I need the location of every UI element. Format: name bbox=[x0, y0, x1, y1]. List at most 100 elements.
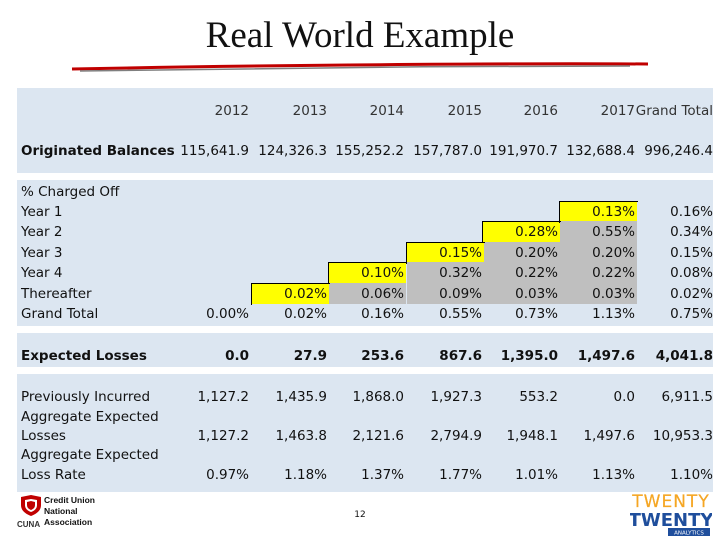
shaded-cell bbox=[560, 283, 637, 304]
tt-line3: ANALYTICS bbox=[674, 531, 704, 537]
charged-off-value: 0.00% bbox=[206, 306, 249, 322]
twenty-twenty-logo: TWENTY TWENTY ANALYTICS bbox=[630, 492, 712, 537]
aggregate-rate-value: 1.18% bbox=[284, 467, 327, 483]
aggregate-rate-value: 1.77% bbox=[439, 467, 482, 483]
aggregate-rate-value: 1.37% bbox=[361, 467, 404, 483]
originated-value: 155,252.2 bbox=[335, 143, 404, 159]
page-number: 12 bbox=[354, 510, 366, 520]
aggregate-losses-value: 2,121.6 bbox=[352, 428, 404, 444]
diagonal-highlight-cell bbox=[329, 262, 406, 283]
originated-value: 996,246.4 bbox=[644, 143, 713, 159]
cuna-line1: Credit Union bbox=[44, 495, 95, 505]
charged-off-value: 0.20% bbox=[592, 245, 635, 261]
previously-incurred-value: 0.0 bbox=[613, 389, 635, 405]
expected-losses-value: 253.6 bbox=[361, 348, 404, 364]
shaded-cell bbox=[483, 262, 560, 283]
originated-balances-label: Originated Balances bbox=[21, 143, 175, 159]
previously-incurred-value: 6,911.5 bbox=[661, 389, 713, 405]
aggregate-losses-value: 1,463.8 bbox=[275, 428, 327, 444]
expected-losses-value: 4,041.8 bbox=[655, 348, 713, 364]
year-header-5: 2017 bbox=[600, 103, 635, 119]
shaded-cell bbox=[560, 262, 637, 283]
shaded-cell bbox=[483, 242, 560, 263]
charged-off-row-label: Year 1 bbox=[21, 204, 63, 220]
charged-off-value: 0.02% bbox=[284, 286, 327, 302]
diagonal-highlight-cell bbox=[483, 221, 560, 242]
charged-off-value: 0.32% bbox=[439, 265, 482, 281]
cuna-line3: Association bbox=[44, 517, 92, 527]
charged-off-value: 0.34% bbox=[670, 224, 713, 240]
year-header-0: 2012 bbox=[214, 103, 249, 119]
originated-value: 157,787.0 bbox=[413, 143, 482, 159]
aggregate-losses-value: 10,953.3 bbox=[652, 428, 713, 444]
charged-off-value: 0.55% bbox=[439, 306, 482, 322]
cuna-line2: National bbox=[44, 506, 78, 516]
aggregate-rate-value: 1.13% bbox=[592, 467, 635, 483]
originated-value: 115,641.9 bbox=[180, 143, 249, 159]
previously-incurred-value: 1,127.2 bbox=[197, 389, 249, 405]
charged-off-row-label: Year 2 bbox=[21, 224, 63, 240]
tt-line1: TWENTY bbox=[631, 492, 709, 512]
expected-losses-value: 27.9 bbox=[293, 348, 327, 364]
charged-off-value: 0.13% bbox=[592, 204, 635, 220]
charged-off-value: 0.15% bbox=[439, 245, 482, 261]
charged-off-value: 1.13% bbox=[592, 306, 635, 322]
shaded-cell bbox=[560, 221, 637, 242]
charged-off-value: 0.06% bbox=[361, 286, 404, 302]
expected-losses-value: 1,395.0 bbox=[500, 348, 558, 364]
aggregate-rate-value: 1.01% bbox=[515, 467, 558, 483]
diagonal-highlight-cell bbox=[252, 283, 329, 304]
aggregate-losses-label-line1: Aggregate Expected bbox=[21, 409, 159, 425]
year-header-2: 2014 bbox=[369, 103, 404, 119]
charged-off-value: 0.02% bbox=[670, 286, 713, 302]
previously-incurred-value: 1,868.0 bbox=[352, 389, 404, 405]
charged-off-value: 0.16% bbox=[670, 204, 713, 220]
header-band bbox=[17, 88, 713, 173]
charged-off-value: 0.16% bbox=[361, 306, 404, 322]
charged-off-row-label: Grand Total bbox=[21, 306, 99, 322]
charged-off-value: 0.09% bbox=[439, 286, 482, 302]
charged-off-value: 0.02% bbox=[284, 306, 327, 322]
charged-off-value: 0.03% bbox=[515, 286, 558, 302]
charged-off-row-label: Thereafter bbox=[21, 286, 92, 302]
aggregate-losses-value: 1,497.6 bbox=[583, 428, 635, 444]
expected-losses-value: 0.0 bbox=[225, 348, 249, 364]
charged-off-value: 0.22% bbox=[592, 265, 635, 281]
aggregate-rate-label-line1: Aggregate Expected bbox=[21, 447, 159, 463]
diagonal-outline bbox=[406, 242, 485, 264]
charged-off-value: 0.73% bbox=[515, 306, 558, 322]
expected-losses-value: 867.6 bbox=[439, 348, 482, 364]
diagonal-outline bbox=[328, 262, 407, 284]
diagonal-outline bbox=[559, 201, 638, 223]
shaded-cell bbox=[560, 242, 637, 263]
page-title: Real World Example bbox=[205, 15, 515, 56]
charged-off-heading: % Charged Off bbox=[21, 184, 120, 200]
aggregate-rate-value: 0.97% bbox=[206, 467, 249, 483]
diagonal-outline bbox=[482, 221, 561, 243]
expected-losses-band bbox=[17, 333, 713, 367]
previously-incurred-value: 553.2 bbox=[519, 389, 558, 405]
shaded-cell bbox=[407, 262, 484, 283]
cuna-logo: CUNA Credit Union National Association bbox=[17, 495, 95, 529]
expected-losses-label: Expected Losses bbox=[21, 348, 147, 364]
charged-off-value: 0.08% bbox=[670, 265, 713, 281]
originated-value: 191,970.7 bbox=[489, 143, 558, 159]
diagonal-highlight-cell bbox=[560, 201, 637, 222]
charged-off-row-label: Year 4 bbox=[21, 265, 63, 281]
aggregate-losses-value: 2,794.9 bbox=[430, 428, 482, 444]
previously-incurred-value: 1,927.3 bbox=[430, 389, 482, 405]
shaded-cell bbox=[329, 283, 406, 304]
diagonal-highlight-cell bbox=[407, 242, 484, 263]
charged-off-value: 0.20% bbox=[515, 245, 558, 261]
year-header-6: Grand Total bbox=[635, 103, 713, 119]
tt-line2: TWENTY bbox=[630, 510, 712, 531]
year-header-1: 2013 bbox=[292, 103, 327, 119]
previously-incurred-label: Previously Incurred bbox=[21, 389, 151, 405]
year-header-4: 2016 bbox=[523, 103, 558, 119]
charged-off-row-label: Year 3 bbox=[21, 245, 63, 261]
year-header-3: 2015 bbox=[447, 103, 482, 119]
expected-losses-value: 1,497.6 bbox=[577, 348, 635, 364]
charged-off-value: 0.75% bbox=[670, 306, 713, 322]
aggregate-band bbox=[17, 374, 713, 492]
charged-off-value: 0.28% bbox=[515, 224, 558, 240]
